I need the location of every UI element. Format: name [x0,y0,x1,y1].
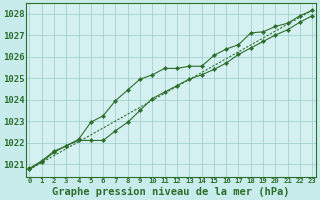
X-axis label: Graphe pression niveau de la mer (hPa): Graphe pression niveau de la mer (hPa) [52,187,290,197]
